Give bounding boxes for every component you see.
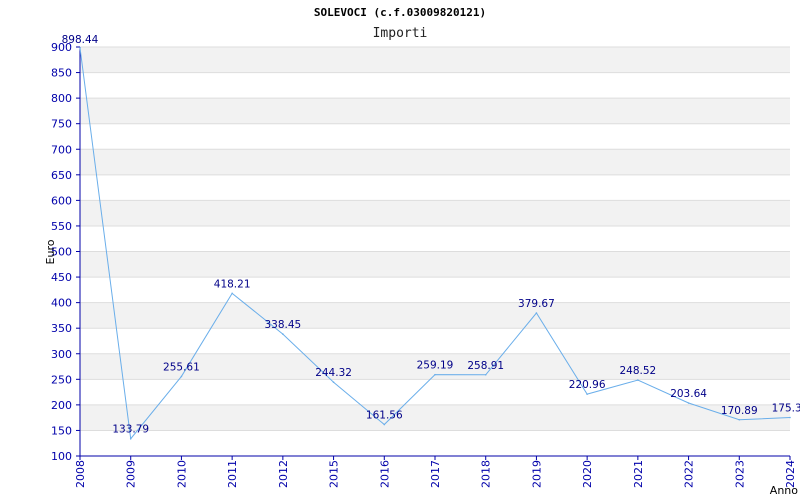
data-label: 244.32 (315, 367, 352, 379)
x-tick-label: 2019 (530, 460, 543, 488)
grid-band (80, 251, 790, 278)
x-tick-label: 2018 (480, 460, 493, 488)
x-tick-label: 2009 (125, 460, 138, 488)
y-axis-label: Euro (44, 239, 57, 264)
grid-band (80, 200, 790, 226)
chart-title: SOLEVOCI (c.f.03009820121) (314, 6, 486, 19)
y-tick-label: 350 (51, 322, 72, 335)
y-tick-label: 700 (51, 143, 72, 156)
x-axis-ticks: 2008 2009 2010 2011 2012 2015 2016 2017 2018 2019… (74, 456, 797, 488)
x-tick-label: 2016 (378, 460, 391, 488)
y-tick-label: 450 (51, 271, 72, 284)
data-point (586, 393, 588, 395)
chart-subtitle: Importi (373, 26, 428, 41)
data-point (282, 333, 284, 335)
data-label: 259.19 (417, 360, 454, 372)
data-label: 258.91 (467, 360, 504, 372)
grid-band (80, 47, 790, 73)
data-label: 898.44 (62, 34, 99, 46)
data-point (383, 423, 386, 426)
x-tick-label: 2015 (328, 460, 341, 488)
data-labels: 898.44 133.79 255.61 418.21 338.45 244.32 161.… (62, 34, 800, 440)
y-tick-label: 750 (51, 118, 72, 131)
data-label: 418.21 (214, 278, 251, 290)
x-tick-label: 2010 (175, 460, 188, 488)
y-tick-label: 400 (51, 297, 72, 310)
x-tick-label: 2017 (429, 460, 442, 488)
data-point (180, 375, 183, 378)
x-tick-label: 2011 (226, 460, 239, 488)
data-point (79, 46, 81, 49)
data-point (637, 379, 639, 381)
data-point (738, 418, 741, 421)
data-point (789, 416, 791, 419)
data-label: 133.79 (112, 424, 149, 436)
x-tick-label: 2024 (784, 460, 797, 488)
y-tick-label: 600 (51, 194, 72, 207)
y-tick-label: 850 (51, 67, 72, 80)
data-label: 203.64 (670, 388, 707, 400)
y-axis-ticks: 100 150 200 250 300 350 400 450 500 550 600 650 700 7… (51, 41, 80, 463)
data-label: 220.96 (569, 379, 606, 391)
y-tick-label: 550 (51, 220, 72, 233)
y-tick-label: 500 (51, 246, 72, 259)
data-point (484, 373, 487, 376)
data-point (687, 402, 690, 404)
y-tick-label: 800 (51, 92, 72, 105)
grid-band (80, 98, 790, 124)
y-tick-label: 650 (51, 169, 72, 182)
grid-band (80, 404, 790, 431)
grid-bands (80, 47, 790, 431)
grid-band (80, 302, 790, 329)
data-point (129, 437, 132, 440)
data-label: 161.56 (366, 410, 403, 422)
data-label: 338.45 (264, 319, 301, 331)
x-tick-label: 2020 (581, 460, 594, 488)
y-tick-label: 150 (51, 424, 72, 437)
data-label: 248.52 (619, 365, 656, 377)
data-label: 175.32 (772, 402, 800, 414)
y-tick-label: 300 (51, 348, 72, 361)
data-point (535, 312, 538, 314)
grid-band (80, 149, 790, 175)
x-tick-label: 2022 (683, 460, 696, 488)
y-tick-label: 200 (51, 399, 72, 412)
x-tick-label: 2023 (733, 460, 746, 488)
data-point (231, 292, 233, 295)
x-tick-label: 2021 (632, 460, 645, 488)
data-point (332, 381, 335, 384)
x-tick-label: 2012 (277, 460, 290, 488)
y-tick-label: 250 (51, 373, 72, 386)
y-tick-label: 100 (51, 450, 72, 463)
data-label: 379.67 (518, 298, 555, 310)
y-tick-label: 900 (51, 41, 72, 54)
x-tick-label: 2008 (74, 460, 87, 488)
data-label: 255.61 (163, 361, 200, 373)
data-label: 170.89 (721, 405, 758, 417)
x-axis-label: Anno (770, 484, 798, 497)
data-point (434, 373, 436, 376)
